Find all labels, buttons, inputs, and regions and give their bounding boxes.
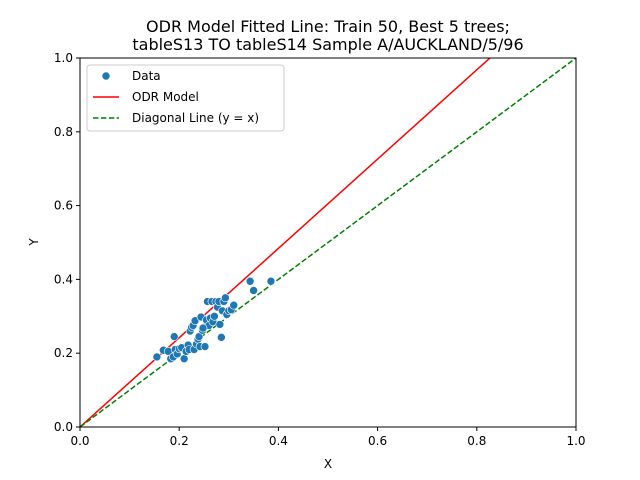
legend-data-label: Data [132,69,161,83]
x-tick-label: 0.8 [467,434,486,448]
data-point [249,286,258,295]
data-point [210,311,219,321]
data-point [217,333,226,342]
plot-frame [79,57,577,428]
x-tick-label: 1.0 [566,434,585,448]
data-point [266,276,276,286]
y-tick-label: 0.4 [54,272,73,286]
diagonal-line [80,58,576,427]
data-point [198,323,208,333]
legend-data-marker [101,71,111,81]
legend: Data ODR Model Diagonal Line (y = x) [86,64,285,132]
data-point [179,354,189,364]
data-point [245,276,255,286]
data-point [200,342,210,351]
y-tick-label: 0.8 [54,125,73,139]
data-point [169,332,179,341]
data-point [215,320,225,329]
x-tick-label: 0.6 [368,434,387,448]
data-point [221,293,230,303]
data-point [229,300,239,310]
data-point [152,352,162,362]
x-axis-label: X [324,457,332,471]
odr-model-line [80,58,492,427]
x-tick-label: 0.4 [269,434,288,448]
legend-model-label: ODR Model [132,90,199,104]
legend-diagonal-label: Diagonal Line (y = x) [132,111,259,125]
chart-title-line-1: ODR Model Fitted Line: Train 50, Best 5 … [146,17,510,36]
x-tick-label: 0.0 [70,434,89,448]
chart-title-line-2: tableS13 TO tableS14 Sample A/AUCKLAND/5… [132,35,523,54]
y-tick-label: 0.0 [54,420,73,434]
y-tick-label: 1.0 [54,51,73,65]
y-tick-label: 0.6 [54,199,73,213]
y-tick-label: 0.2 [54,346,73,360]
y-axis-label: Y [27,238,41,247]
x-tick-label: 0.2 [170,434,189,448]
legend-frame [86,64,285,132]
